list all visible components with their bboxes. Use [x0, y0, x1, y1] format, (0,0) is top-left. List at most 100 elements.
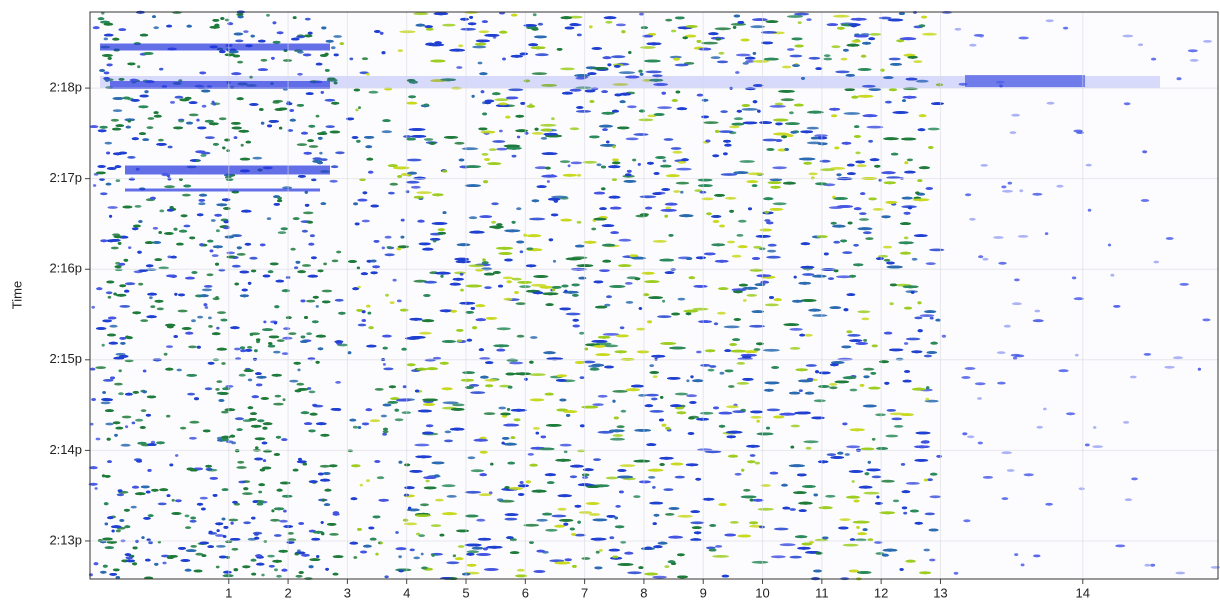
- signal-blip: [136, 460, 142, 463]
- signal-blip: [626, 388, 640, 391]
- signal-blip: [202, 554, 207, 557]
- signal-blip: [283, 59, 292, 62]
- signal-blip: [189, 237, 195, 240]
- signal-blip: [418, 410, 432, 413]
- signal-blip: [147, 443, 157, 446]
- signal-blip: [505, 513, 519, 516]
- signal-blip: [671, 30, 676, 33]
- signal-blip: [839, 518, 850, 521]
- signal-blip: [273, 403, 284, 406]
- signal-blip: [768, 181, 782, 184]
- signal-blip: [410, 549, 415, 552]
- signal-blip: [753, 52, 756, 55]
- signal-blip: [728, 455, 738, 458]
- signal-blip: [829, 383, 837, 386]
- signal-blip: [923, 549, 930, 552]
- signal-blip: [208, 362, 215, 365]
- signal-blip: [548, 198, 560, 201]
- signal-blip: [596, 163, 601, 166]
- signal-blip: [568, 164, 571, 167]
- signal-blip: [781, 98, 795, 101]
- signal-blip: [743, 489, 750, 492]
- signal-blip: [774, 528, 789, 531]
- signal-blip: [496, 223, 502, 226]
- signal-blip: [750, 416, 761, 419]
- signal-blip: [164, 353, 168, 356]
- signal-blip: [185, 515, 190, 518]
- signal-blip: [652, 576, 667, 579]
- signal-blip: [250, 412, 257, 415]
- signal-blip: [283, 398, 286, 401]
- signal-blip: [535, 53, 549, 56]
- signal-blip: [119, 305, 130, 308]
- signal-blip: [237, 253, 246, 256]
- signal-blip: [214, 214, 222, 217]
- signal-blip: [236, 13, 243, 16]
- signal-blip: [185, 569, 192, 572]
- plot-area: [90, 12, 1218, 579]
- signal-blip: [772, 166, 787, 169]
- signal-blip: [618, 239, 631, 242]
- signal-blip: [863, 368, 874, 371]
- signal-blip: [321, 202, 327, 205]
- signal-blip: [836, 173, 841, 176]
- signal-blip: [562, 92, 573, 95]
- signal-blip: [221, 362, 225, 365]
- signal-blip: [485, 361, 493, 364]
- signal-blip: [921, 16, 927, 19]
- signal-blip: [589, 513, 601, 516]
- signal-blip: [90, 368, 95, 371]
- signal-blip: [514, 291, 519, 294]
- signal-blip: [228, 519, 238, 522]
- signal-blip: [403, 385, 407, 388]
- signal-blip: [750, 454, 756, 457]
- signal-blip: [96, 287, 102, 290]
- signal-blip: [278, 108, 287, 111]
- signal-blip: [416, 24, 426, 27]
- signal-blip: [419, 243, 431, 246]
- signal-blip: [106, 183, 112, 186]
- signal-blip: [675, 393, 688, 396]
- signal-blip: [633, 133, 648, 136]
- signal-blip: [240, 158, 250, 161]
- signal-blip: [114, 434, 118, 437]
- signal-blip: [241, 210, 252, 213]
- signal-blip: [362, 220, 370, 223]
- signal-blip: [887, 409, 897, 412]
- signal-blip: [413, 557, 420, 560]
- signal-blip: [241, 144, 244, 147]
- signal-blip: [277, 31, 284, 34]
- signal-blip: [560, 68, 575, 71]
- signal-blip: [295, 553, 299, 556]
- signal-blip: [726, 431, 742, 434]
- signal-blip: [388, 401, 399, 404]
- signal-blip: [715, 260, 729, 263]
- signal-blip: [309, 480, 318, 483]
- signal-blip: [261, 122, 264, 125]
- signal-blip: [458, 44, 463, 47]
- signal-blip: [194, 570, 203, 573]
- signal-blip: [282, 495, 293, 498]
- signal-blip: [1110, 274, 1114, 277]
- signal-blip: [711, 56, 721, 59]
- signal-blip: [536, 519, 548, 522]
- signal-blip: [398, 49, 403, 52]
- signal-blip: [515, 115, 524, 118]
- signal-blip: [470, 391, 485, 394]
- signal-blip: [770, 105, 786, 108]
- signal-blip: [306, 332, 312, 335]
- signal-blip: [552, 286, 562, 289]
- signal-blip: [219, 50, 226, 53]
- signal-blip: [678, 298, 686, 301]
- signal-blip: [422, 248, 433, 251]
- signal-blip: [649, 371, 659, 374]
- signal-blip: [148, 541, 153, 544]
- signal-blip: [633, 495, 640, 498]
- signal-blip: [671, 147, 682, 150]
- signal-blip: [123, 97, 131, 100]
- signal-blip: [863, 528, 868, 531]
- signal-blip: [916, 432, 931, 435]
- signal-blip: [307, 139, 314, 142]
- signal-blip: [484, 412, 496, 415]
- signal-blip: [609, 196, 621, 199]
